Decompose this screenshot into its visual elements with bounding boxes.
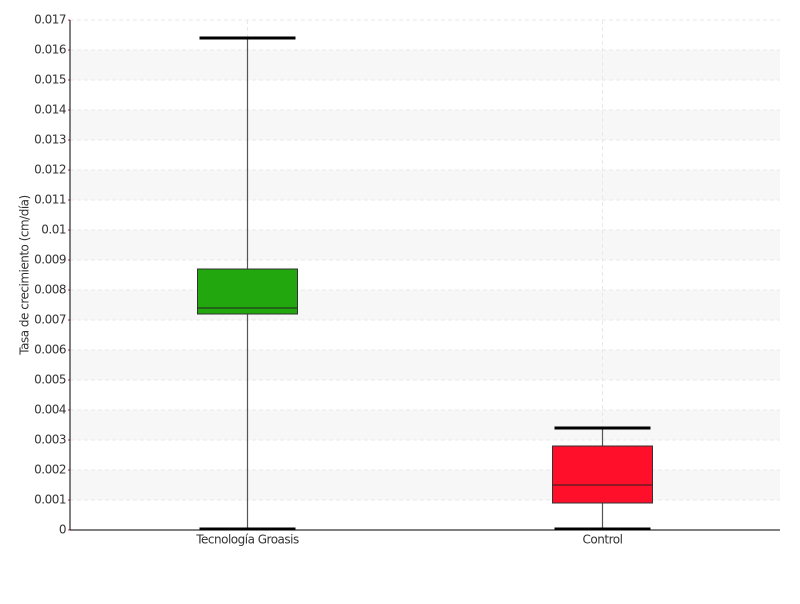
box: [552, 445, 653, 504]
box: [197, 268, 298, 315]
y-axis-label: Tasa de crecimiento (cm/día): [18, 195, 32, 355]
grid-band: [70, 470, 780, 500]
y-tick-label: 0.01: [41, 223, 66, 237]
grid-band: [70, 50, 780, 80]
y-tick-label: 0.005: [34, 373, 66, 387]
y-tick-label: 0: [59, 523, 66, 537]
y-tick-label: 0.013: [34, 133, 66, 147]
y-tick-label: 0.007: [34, 313, 66, 327]
x-tick-label: Tecnología Groasis: [195, 533, 299, 547]
y-tick-label: 0.001: [34, 493, 66, 507]
grid-band: [70, 290, 780, 320]
y-tick-label: 0.017: [34, 13, 66, 27]
grid-band: [70, 350, 780, 380]
grid-band: [70, 110, 780, 140]
grid-band: [70, 170, 780, 200]
grid-band: [70, 230, 780, 260]
y-tick-label: 0.008: [34, 283, 66, 297]
y-tick-label: 0.003: [34, 433, 66, 447]
grid-band: [70, 410, 780, 440]
y-tick-label: 0.004: [34, 403, 66, 417]
y-tick-label: 0.011: [34, 193, 66, 207]
y-tick-label: 0.014: [34, 103, 66, 117]
y-tick-label: 0.012: [34, 163, 66, 177]
y-tick-label: 0.009: [34, 253, 66, 267]
y-tick-label: 0.015: [34, 73, 66, 87]
y-tick-label: 0.016: [34, 43, 66, 57]
x-tick-label: Control: [583, 533, 623, 547]
y-tick-label: 0.006: [34, 343, 66, 357]
y-tick-label: 0.002: [34, 463, 66, 477]
